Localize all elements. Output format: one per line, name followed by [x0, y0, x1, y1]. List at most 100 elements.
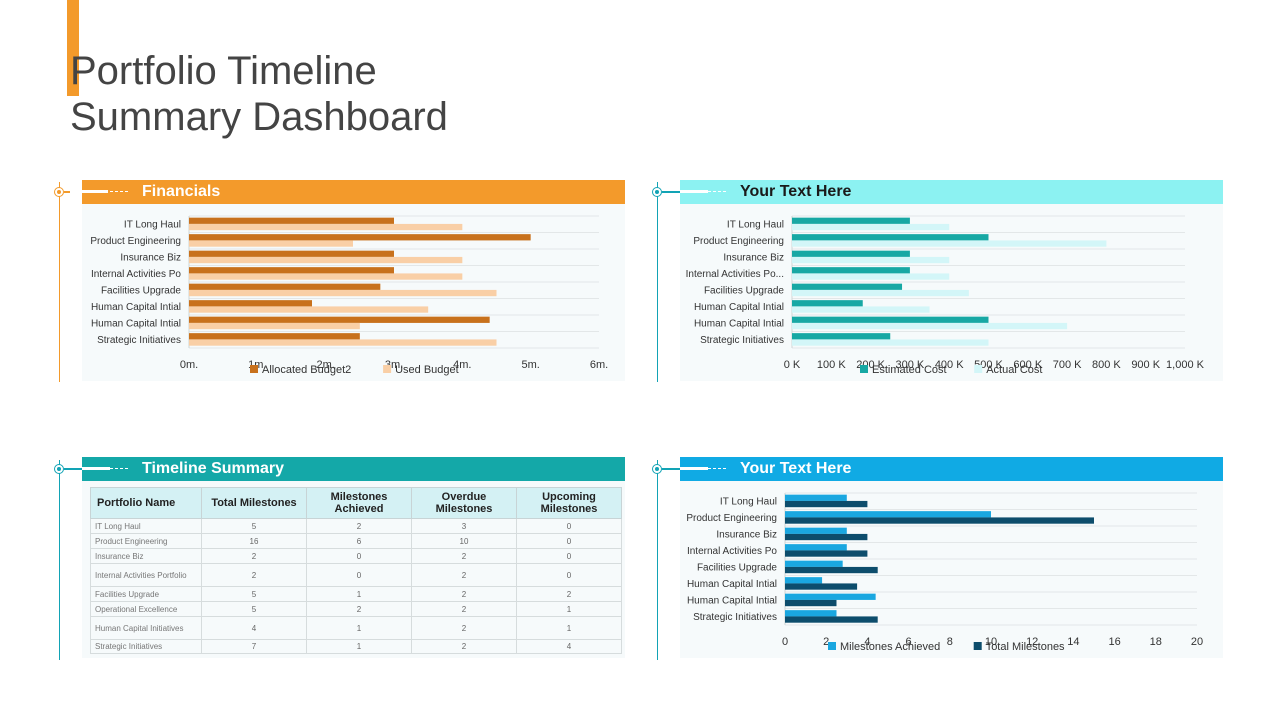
table-header-row: Portfolio Name Total Milestones Milestones…: [90, 487, 622, 519]
category-label: Internal Activities Po: [687, 546, 777, 557]
timeline-title: Timeline Summary: [142, 460, 284, 477]
x-tick-label: 400 K: [935, 359, 964, 371]
table-cell-value: 0: [516, 563, 622, 587]
bar-used-budget: [189, 273, 463, 280]
bar-milestones-achieved: [785, 494, 847, 501]
table-cell-value: 0: [516, 548, 622, 564]
category-label: Human Capital Intial: [91, 302, 181, 313]
bar-estimated-cost: [792, 283, 903, 290]
category-label: Internal Activities Po: [91, 269, 181, 280]
financials-title: Financials: [142, 183, 221, 200]
table-cell-name: Human Capital Initiatives: [90, 616, 202, 640]
financials-chart: IT Long Haul Product Engineering Insurance…: [90, 215, 608, 376]
legend-label: Actual Cost: [986, 364, 1042, 376]
legend-swatch: [250, 365, 258, 373]
category-label: Product Engineering: [693, 236, 784, 247]
timeline-line-cost: [657, 182, 658, 382]
bar-estimated-cost: [792, 217, 910, 224]
timeline-header: Timeline Summary: [82, 457, 625, 481]
page-title-line-1: Portfolio Timeline: [70, 49, 377, 93]
timeline-node-timeline: [54, 464, 64, 474]
table-cell-value: 4: [516, 639, 622, 654]
x-tick-label: 20: [1191, 636, 1203, 648]
title-accent-bar: [67, 0, 79, 96]
x-tick-label: 2: [823, 636, 829, 648]
connector-milestones: [662, 468, 680, 470]
table-row: Facilities Upgrade 5 1 2 2: [90, 586, 622, 602]
connector-financials: [64, 191, 70, 193]
category-label: Insurance Biz: [716, 529, 777, 540]
timeline-summary-table: Portfolio Name Total Milestones Milestones…: [90, 487, 622, 654]
timeline-node-milestones: [652, 464, 662, 474]
category-label: Human Capital Intial: [687, 579, 777, 590]
table-cell-value: 2: [411, 616, 517, 640]
page-title: Portfolio Timeline Summary Dashboard: [70, 48, 448, 140]
table-header-cell: Upcoming Milestones: [516, 487, 622, 519]
x-tick-label: 6: [906, 636, 912, 648]
bar-used-budget: [189, 322, 360, 330]
table-row: Product Engineering 16 6 10 0: [90, 533, 622, 549]
table-header-cell: Milestones Achieved: [306, 487, 412, 519]
x-tick-label: 2m.: [316, 359, 334, 371]
x-tick-label: 4m.: [453, 359, 471, 371]
table-cell-value: 5: [201, 586, 307, 602]
table-cell-value: 0: [516, 533, 622, 549]
x-tick-label: 300 K: [896, 359, 925, 371]
bar-used-budget: [189, 339, 497, 346]
x-tick-label: 900 K: [1131, 359, 1160, 371]
x-tick-label: 800 K: [1092, 359, 1121, 371]
legend-swatch: [860, 365, 868, 373]
bar-allocated-budget2: [189, 300, 312, 307]
category-label: Human Capital Intial: [91, 318, 181, 329]
bar-actual-cost: [792, 306, 930, 313]
milestones-panel: Your Text Here IT Long Haul Product Engin…: [680, 457, 1223, 658]
legend-label: Estimated Cost: [872, 364, 947, 376]
table-cell-name: Internal Activities Portfolio: [90, 563, 202, 587]
bar-used-budget: [189, 289, 497, 297]
category-label: Strategic Initiatives: [700, 335, 784, 346]
table-row: Human Capital Initiatives 4 1 2 1: [90, 616, 622, 640]
table-cell-value: 1: [516, 616, 622, 640]
table-cell-name: IT Long Haul: [90, 518, 202, 534]
bar-actual-cost: [792, 223, 950, 231]
legend-swatch: [973, 642, 982, 650]
category-label: Insurance Biz: [723, 252, 784, 263]
header-line-financials: [80, 190, 108, 193]
bar-actual-cost: [792, 339, 989, 346]
table-cell-name: Product Engineering: [90, 533, 202, 549]
category-label: Product Engineering: [686, 513, 777, 524]
table-cell-value: 2: [306, 601, 412, 617]
table-cell-value: 2: [411, 639, 517, 654]
table-cell-value: 2: [306, 518, 412, 534]
table-cell-name: Insurance Biz: [90, 548, 202, 564]
bar-total-milestones: [785, 616, 878, 623]
table-cell-value: 0: [516, 518, 622, 534]
bar-total-milestones: [785, 500, 868, 508]
bar-used-budget: [189, 306, 429, 313]
category-label: Product Engineering: [90, 236, 181, 247]
bar-milestones-achieved: [785, 511, 991, 518]
legend-swatch: [828, 642, 836, 650]
bar-estimated-cost: [792, 300, 863, 307]
bar-estimated-cost: [792, 267, 910, 274]
table-cell-value: 7: [201, 639, 307, 654]
bar-estimated-cost: [792, 316, 989, 323]
category-label: IT Long Haul: [720, 496, 777, 507]
table-row: Strategic Initiatives 7 1 2 4: [90, 639, 622, 654]
table-cell-value: 2: [411, 586, 517, 602]
x-tick-label: 8: [947, 636, 953, 648]
bar-allocated-budget2: [189, 250, 394, 257]
timeline-line-milestones: [657, 460, 658, 660]
bar-allocated-budget2: [189, 234, 531, 241]
connector-timeline: [64, 468, 82, 470]
header-dash-timeline: [110, 468, 128, 469]
x-tick-label: 4: [864, 636, 870, 648]
timeline-line-financials: [59, 182, 60, 382]
table-cell-value: 10: [411, 533, 517, 549]
table-body: IT Long Haul 5 2 3 0 Product Engineering 16 6 10…: [90, 518, 622, 654]
bar-allocated-budget2: [189, 333, 360, 340]
bar-total-milestones: [785, 533, 868, 541]
x-tick-label: 5m.: [521, 359, 539, 371]
category-label: IT Long Haul: [727, 219, 784, 230]
x-tick-label: 0 K: [784, 359, 801, 371]
